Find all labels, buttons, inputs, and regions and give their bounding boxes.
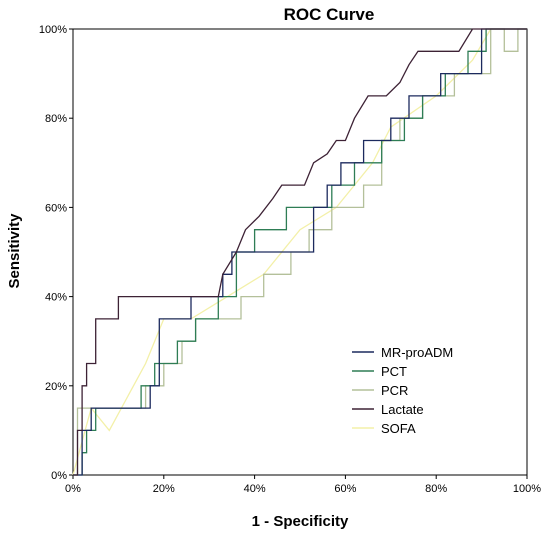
y-axis-label: Sensitivity (6, 213, 23, 289)
series-line-mr-proadm (73, 28, 527, 476)
legend-label: PCR (381, 383, 408, 398)
y-tick-label: 20% (45, 381, 67, 393)
y-tick-label: 60% (45, 202, 67, 214)
roc-series-lines (72, 28, 527, 476)
x-axis-ticks: 0% 20% 40% 60% 80% 100% (65, 475, 541, 495)
legend-label: SOFA (381, 421, 416, 436)
legend-label: Lactate (381, 402, 424, 417)
series-line-sofa (72, 28, 527, 476)
series-line-lactate (73, 28, 527, 476)
x-tick-label: 40% (244, 483, 266, 495)
y-tick-label: 0% (51, 470, 67, 482)
x-tick-label: 0% (65, 483, 81, 495)
legend: MR-proADM PCT PCR Lactate SOFA (352, 345, 453, 436)
legend-label: PCT (381, 364, 407, 379)
y-tick-label: 40% (45, 292, 67, 304)
x-tick-label: 60% (334, 483, 356, 495)
plot-area-frame (72, 28, 528, 476)
y-tick-label: 100% (39, 24, 67, 36)
legend-label: MR-proADM (381, 345, 453, 360)
chart-title: ROC Curve (284, 5, 375, 24)
y-tick-label: 80% (45, 113, 67, 125)
x-tick-label: 20% (153, 483, 175, 495)
x-axis-label: 1 - Specificity (252, 513, 349, 530)
x-tick-label: 80% (425, 483, 447, 495)
x-tick-label: 100% (513, 483, 541, 495)
y-axis-ticks: 0% 20% 40% 60% 80% 100% (39, 24, 73, 482)
